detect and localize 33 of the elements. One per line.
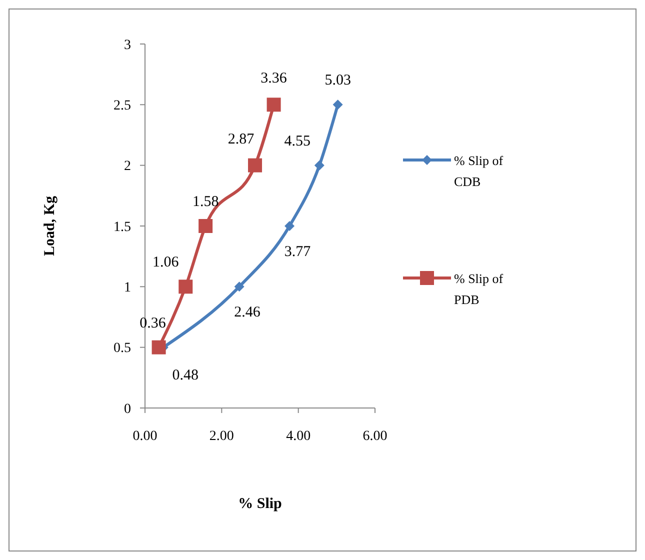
point — [332, 100, 343, 110]
point — [198, 219, 213, 233]
point — [234, 282, 244, 292]
y-tick-label: 2.5 — [114, 98, 131, 114]
y-tick-label: 3 — [124, 38, 131, 53]
x-tick-label: 2.00 — [209, 429, 234, 444]
y-axis-title: Load, Kg — [42, 195, 58, 256]
y-tick-label: 2 — [124, 159, 131, 174]
x-axis-title: % Slip — [238, 496, 282, 512]
annotation: 1.06 — [152, 254, 180, 271]
annotation: 0.48 — [172, 367, 199, 384]
x-tick-label: 6.00 — [362, 429, 388, 444]
legend-label: % Slip of PDB — [454, 271, 504, 307]
annotation: 3.36 — [260, 70, 288, 87]
y-tick-label: 0.5 — [114, 341, 131, 356]
y-tick-label: 1.5 — [114, 220, 131, 235]
point — [314, 160, 324, 170]
annotation: 4.55 — [284, 133, 311, 150]
annotation: 5.03 — [324, 72, 351, 89]
annotation: 3.77 — [284, 244, 312, 260]
point — [284, 221, 295, 231]
y-tick-label: 0 — [124, 402, 131, 417]
annotation: 2.46 — [234, 304, 261, 321]
x-tick-label: 0.00 — [132, 429, 158, 444]
point — [248, 158, 262, 172]
annotation: 0.36 — [140, 315, 166, 332]
point — [266, 98, 281, 112]
annotation: 1.58 — [192, 194, 219, 210]
annotation: 2.87 — [228, 131, 255, 148]
legend-label: % Slip of CDB — [454, 153, 504, 189]
x-tick-label: 4.00 — [286, 429, 311, 444]
point — [178, 280, 193, 294]
y-tick-label: 1 — [124, 280, 131, 296]
